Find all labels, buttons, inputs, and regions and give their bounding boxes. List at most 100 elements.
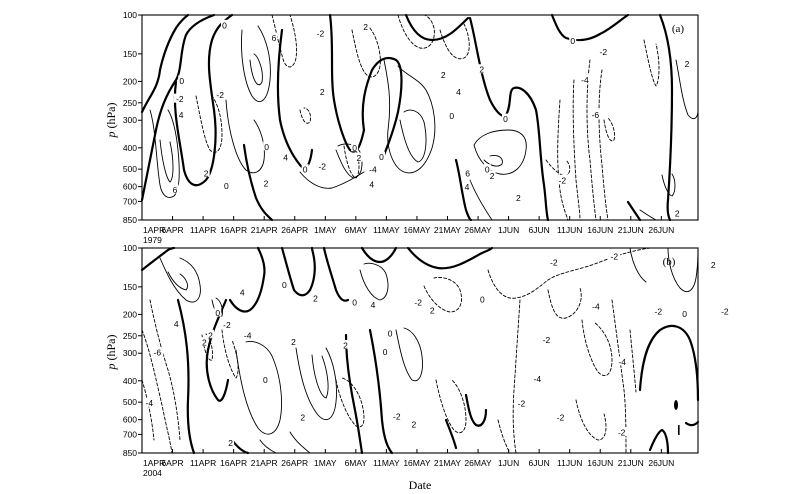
negative-contour (629, 329, 637, 393)
zero-contour (454, 158, 473, 222)
contour-label: 2 (357, 153, 362, 163)
contour-label: 0 (303, 165, 308, 175)
contour-label-bg (312, 292, 320, 302)
zero-contour (344, 333, 364, 455)
positive-contour (295, 347, 337, 421)
contour-label: 0 (263, 375, 268, 385)
contour-label-bg (569, 35, 577, 45)
contour-label-bg (318, 86, 326, 96)
negative-contour (581, 319, 613, 376)
contour-label: 0 (282, 280, 287, 290)
positive-contour (311, 354, 329, 399)
x-tick-label: 26MAY (464, 225, 492, 235)
contour-label: 0 (383, 347, 388, 357)
negative-contour (201, 333, 213, 361)
contour-label-bg (214, 307, 222, 317)
panel-a-y-axis-title: p (hPa) (104, 103, 118, 139)
contour-label-bg (351, 297, 359, 307)
y-tick-label: 150 (123, 282, 137, 292)
contour-label-bg (143, 397, 156, 407)
contour-label-bg (172, 318, 180, 328)
x-tick-label: 26APR (281, 458, 308, 468)
panel-b-y-ticks: 100 150 200 250 300 400 500 600 700 850 (123, 243, 142, 458)
contour-label: 0 (503, 114, 508, 124)
contour-label: -2 (557, 413, 565, 423)
contour-label: -2 (600, 47, 608, 57)
contour-label: -2 (550, 258, 558, 268)
contour-label: -2 (216, 90, 224, 100)
contour-label-bg (488, 170, 496, 180)
zero-contour (361, 56, 403, 157)
positive-contour (667, 247, 699, 292)
contour-label-bg (439, 69, 447, 79)
y-tick-label: 200 (123, 76, 137, 86)
x-tick-label: 16JUN (587, 458, 613, 468)
zero-contour (140, 246, 176, 272)
contour-label: 2 (291, 337, 296, 347)
contour-label-bg (531, 373, 544, 383)
zero-contour (140, 13, 190, 114)
negative-contour (572, 79, 581, 221)
contour-label-bg (448, 110, 456, 120)
negative-contour (435, 379, 467, 434)
zero-contour (404, 13, 470, 42)
contour-label: -2 (393, 412, 401, 422)
negative-contour (351, 21, 381, 78)
contour-label: 6 (272, 33, 277, 43)
y-tick-label: 300 (123, 348, 137, 358)
contour-label: 4 (174, 319, 179, 329)
contour-label-bg (290, 336, 298, 346)
contour-label-bg (316, 161, 329, 171)
contour-label: 2 (228, 438, 233, 448)
y-tick-label: 100 (123, 243, 137, 253)
contour-label-bg (220, 319, 233, 329)
contour-label-bg (173, 93, 186, 103)
x-tick-label: 11JUN (557, 225, 582, 235)
x-tick-label: 26MAY (464, 458, 492, 468)
y-tick-label: 250 (123, 98, 137, 108)
positive-contour (249, 53, 263, 86)
positive-contour (235, 341, 282, 435)
zero-contour (626, 200, 642, 222)
contour-label: 4 (371, 300, 376, 310)
zero-contour (684, 420, 700, 427)
x-tick-label: 1MAY (314, 225, 337, 235)
positive-contour (395, 327, 423, 382)
contour-label-bg (178, 75, 186, 85)
y-tick-label: 250 (123, 331, 137, 341)
x-tick-label: 11JUN (557, 458, 582, 468)
contour-label: -6 (592, 110, 600, 120)
contour-label: 2 (675, 209, 680, 219)
contour-label-bg (282, 152, 290, 162)
negative-contour (299, 107, 311, 124)
contour-label: -2 (318, 162, 326, 172)
contour-label: -2 (414, 298, 422, 308)
y-tick-label: 400 (123, 143, 137, 153)
contour-label: -2 (317, 29, 325, 39)
zero-contour (550, 13, 630, 42)
contour-label-bg (597, 46, 610, 56)
zero-contour (242, 143, 274, 222)
contour-label-bg (262, 178, 270, 188)
y-tick-label: 150 (123, 49, 137, 59)
contour-label-bg (502, 113, 510, 123)
x-tick-label: 16APR (220, 458, 247, 468)
contour-label: -2 (611, 252, 619, 262)
contour-label-bg (652, 305, 665, 315)
positive-contour (675, 59, 699, 120)
contour-label-bg (214, 89, 227, 99)
contour-label: 4 (456, 87, 461, 97)
contour-label: 0 (449, 111, 454, 121)
contour-label: 0 (485, 165, 490, 175)
y-tick-label: 700 (123, 196, 137, 206)
positive-contour (383, 59, 436, 174)
contour-label: 0 (179, 76, 184, 86)
contour-label: 2 (412, 420, 417, 430)
negative-contour (547, 287, 582, 319)
contour-label-bg (464, 167, 472, 177)
contour-label: 0 (388, 328, 393, 338)
x-tick-label: 16APR (220, 225, 247, 235)
panel-a: 06 -220-220-2 -222-42 44 0 0 -60 04 2 02 0 -2 -4 6 20-… (104, 10, 699, 245)
zero-contour (360, 246, 398, 264)
